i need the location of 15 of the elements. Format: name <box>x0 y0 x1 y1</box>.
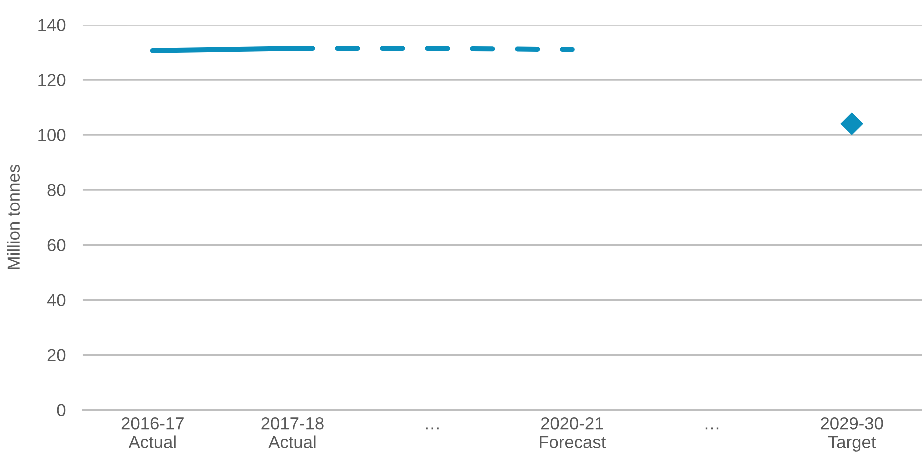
y-tick-label: 120 <box>38 74 66 86</box>
y-tick-label: 40 <box>47 294 66 307</box>
y-tick-label: 0 <box>57 404 66 417</box>
x-tick-label: … <box>426 428 439 430</box>
x-tick-label: 2016-17 Actual <box>122 417 184 448</box>
y-tick-label: 80 <box>48 184 66 196</box>
x-tick-label: … <box>706 428 719 430</box>
x-tick-label: 2029-30 Target <box>821 417 884 452</box>
y-tick-label: 60 <box>48 239 66 252</box>
y-axis-title: Million tonnes <box>7 165 20 270</box>
x-tick-label: 2017-18 Actual <box>262 417 324 448</box>
y-tick-label: 140 <box>38 19 66 32</box>
y-tick-label: 20 <box>48 349 66 362</box>
y-tick-label: 100 <box>38 129 66 142</box>
x-tick-label: 2020-21 Forecast <box>540 417 606 448</box>
